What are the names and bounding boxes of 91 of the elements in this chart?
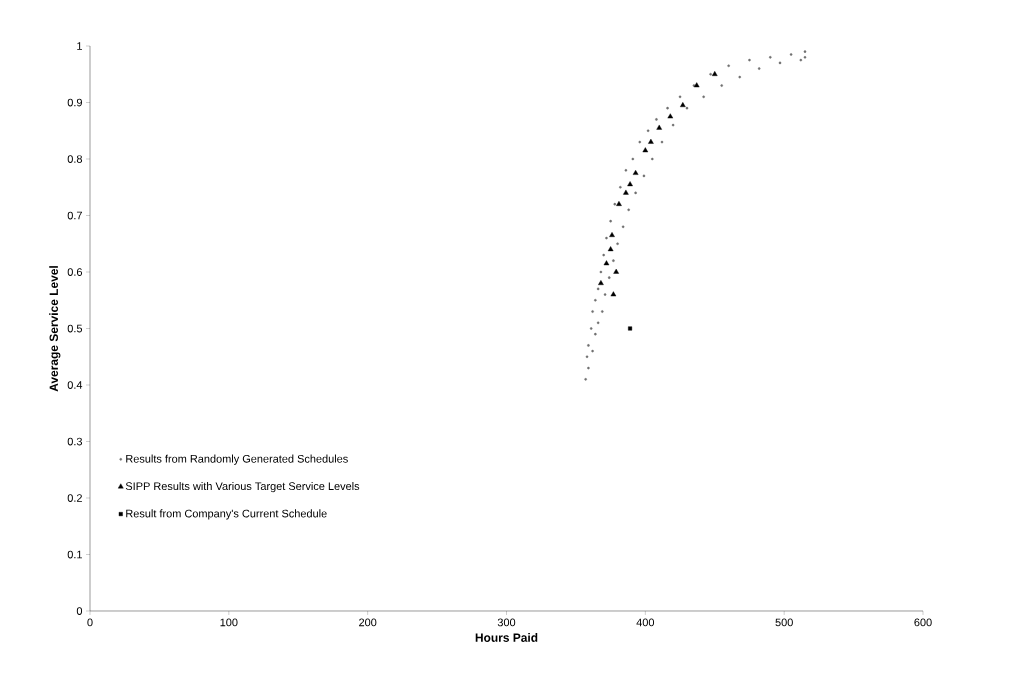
point — [778, 61, 782, 65]
point — [709, 72, 712, 76]
point — [711, 71, 718, 76]
point — [631, 157, 635, 161]
point — [587, 366, 590, 370]
point — [769, 56, 772, 59]
point — [671, 123, 675, 127]
y-tick-label: 0.2 — [67, 494, 82, 502]
x-tick-label: 600 — [914, 618, 932, 627]
point — [660, 140, 664, 144]
point — [609, 219, 612, 223]
y-tick-label: 1 — [77, 42, 82, 50]
point — [616, 201, 622, 206]
point — [598, 280, 604, 285]
x-tick-label: 500 — [775, 618, 793, 627]
point — [666, 106, 669, 110]
point — [607, 276, 611, 279]
point — [594, 332, 597, 336]
point — [624, 169, 628, 172]
x-tick-label: 100 — [220, 618, 238, 627]
point — [587, 344, 590, 347]
point — [655, 118, 658, 121]
y-tick-label: 0.5 — [67, 324, 83, 333]
y-tick-label: 0 — [76, 607, 83, 615]
point — [605, 236, 608, 240]
point — [727, 64, 730, 68]
point — [757, 67, 761, 70]
legend-label: Results from Randomly Generated Schedules — [126, 454, 348, 465]
y-tick-label: 0.3 — [67, 437, 83, 446]
x-tick-label: 200 — [359, 618, 377, 627]
point — [594, 298, 597, 302]
y-axis-title: Average Service Level — [49, 266, 61, 392]
point — [591, 349, 594, 353]
point — [680, 102, 686, 108]
point — [609, 232, 615, 237]
point — [642, 174, 646, 178]
point — [603, 293, 607, 296]
point — [591, 310, 594, 313]
point — [612, 259, 615, 262]
y-tick-label: 0.1 — [67, 550, 82, 559]
point — [596, 287, 600, 291]
point — [619, 185, 622, 189]
point — [601, 310, 604, 313]
point — [656, 124, 663, 130]
point — [803, 50, 807, 53]
x-tick-label: 300 — [497, 618, 516, 627]
y-tick-label: 0.9 — [67, 98, 82, 107]
legend-label: Result from Company's Current Schedule — [126, 509, 327, 520]
point — [799, 58, 803, 62]
point — [621, 225, 625, 229]
point — [613, 268, 619, 274]
point — [623, 189, 629, 195]
point — [599, 270, 603, 274]
point — [610, 291, 617, 297]
x-tick-label: 400 — [636, 618, 655, 627]
point — [646, 129, 650, 133]
point — [720, 84, 723, 87]
point — [584, 378, 587, 381]
point — [693, 82, 700, 88]
point — [789, 53, 793, 56]
point — [589, 327, 593, 330]
point — [678, 95, 682, 99]
point — [616, 242, 619, 246]
y-tick-label: 0.4 — [67, 381, 83, 389]
point — [642, 147, 649, 153]
point — [628, 326, 633, 331]
point — [602, 253, 605, 257]
point — [613, 202, 617, 206]
point — [803, 56, 807, 59]
point — [596, 321, 600, 325]
point — [738, 75, 742, 79]
legend-label: SIPP Results with Various Target Service Levels — [125, 481, 360, 493]
y-tick-label: 0.7 — [67, 211, 82, 220]
point — [638, 140, 642, 144]
x-tick-label: 0 — [87, 618, 93, 627]
point — [607, 246, 614, 252]
y-tick-label: 0.8 — [67, 155, 83, 163]
point — [627, 208, 630, 212]
point — [748, 58, 751, 62]
point — [603, 260, 610, 266]
point — [648, 138, 654, 144]
point — [685, 106, 689, 110]
point — [632, 169, 639, 175]
point — [634, 191, 637, 195]
y-tick-label: 0.6 — [67, 268, 83, 276]
point — [650, 157, 654, 161]
x-axis-title: Hours Paid — [475, 633, 538, 642]
point — [585, 355, 589, 359]
point — [702, 95, 705, 99]
point — [627, 181, 633, 187]
point — [667, 113, 674, 119]
